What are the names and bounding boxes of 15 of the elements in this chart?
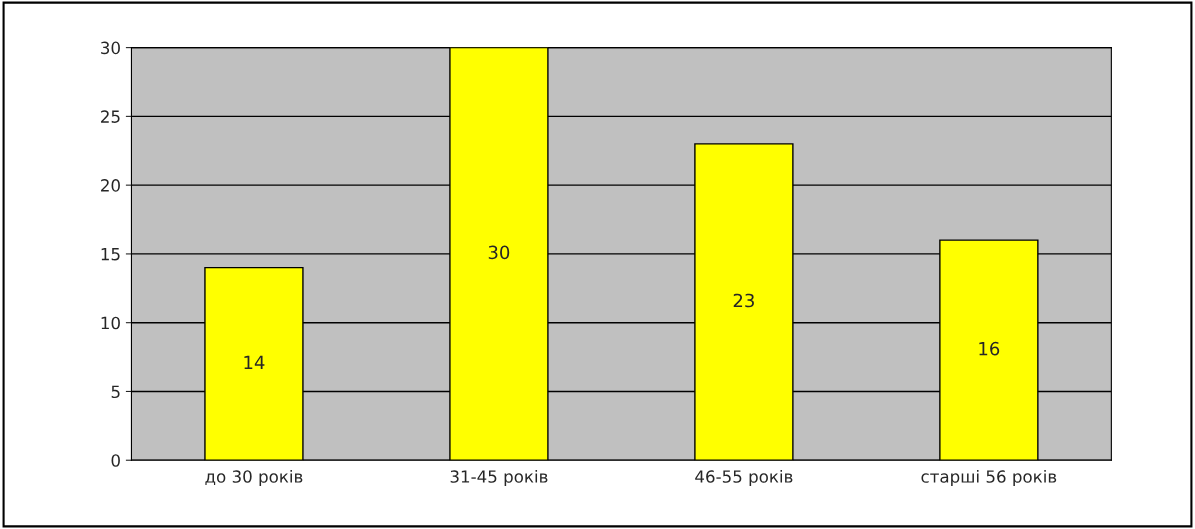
y-tick-label: 25 (101, 110, 120, 123)
data-label: 14 (244, 355, 265, 369)
x-tick-label: 46-55 років (695, 469, 793, 487)
y-tick-label: 5 (111, 385, 120, 399)
y-tick-label: 15 (101, 248, 120, 261)
x-tick-label: старші 56 років (921, 469, 1057, 487)
data-label: 23 (733, 293, 754, 308)
x-tick-label: 31-45 років (450, 469, 548, 487)
y-tick-label: 30 (101, 41, 120, 55)
data-label: 16 (979, 341, 1000, 356)
y-tick-label: 10 (101, 316, 120, 330)
data-label: 30 (488, 245, 510, 260)
x-tick-label: до 30 років (205, 469, 303, 487)
y-tick-label: 20 (101, 179, 120, 192)
y-tick-label: 0 (111, 454, 120, 467)
